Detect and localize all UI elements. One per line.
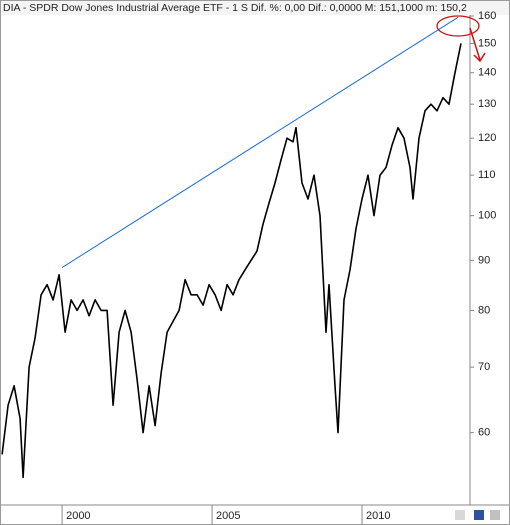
y-tick-label: 80 <box>478 304 490 316</box>
x-tick-label: 2005 <box>216 510 240 522</box>
chart-title: DIA - SPDR Dow Jones Industrial Average … <box>3 2 467 14</box>
save-icon[interactable] <box>474 510 484 520</box>
y-tick-label: 60 <box>478 427 490 439</box>
y-tick-label: 140 <box>478 67 496 79</box>
tool-icon[interactable] <box>455 510 465 520</box>
y-tick-label: 100 <box>478 210 496 222</box>
settings-icon[interactable] <box>490 510 500 520</box>
y-tick-label: 120 <box>478 132 496 144</box>
y-tick-label: 130 <box>478 98 496 110</box>
y-tick-label: 110 <box>478 169 496 181</box>
trendline <box>61 16 459 268</box>
x-tick-label: 2010 <box>366 510 390 522</box>
highlight-circle <box>436 15 480 37</box>
arrow <box>469 27 486 63</box>
price-line <box>1 43 462 479</box>
y-tick-label: 90 <box>478 254 490 266</box>
y-tick-label: 150 <box>478 37 496 49</box>
y-tick-label: 70 <box>478 361 490 373</box>
y-tick-label: 160 <box>478 10 496 22</box>
x-tick-label: 2000 <box>66 510 90 522</box>
header-bar <box>1 1 509 15</box>
